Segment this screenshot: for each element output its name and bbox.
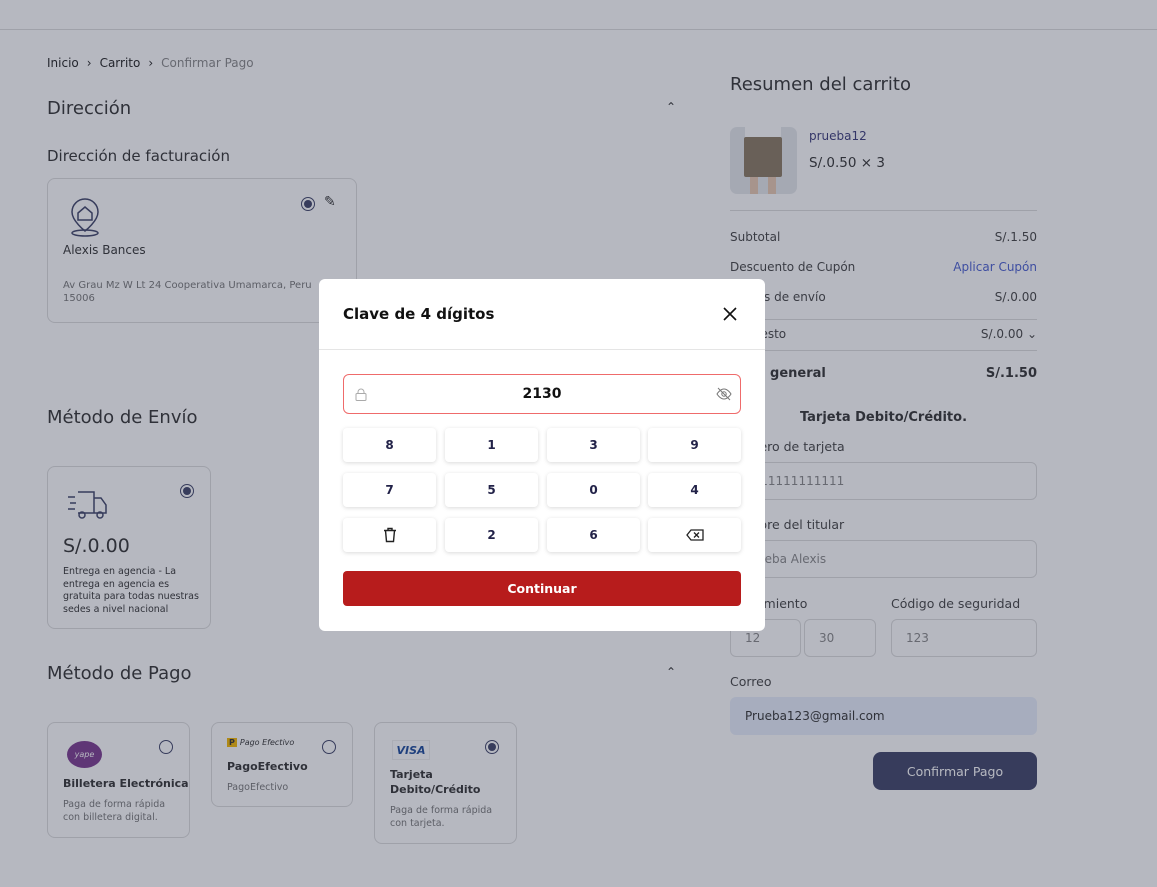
divider [319, 349, 765, 350]
continue-button[interactable]: Continuar [343, 571, 741, 606]
key-6[interactable]: 6 [547, 518, 640, 552]
address-card[interactable]: ✎ Alexis Bances Av Grau Mz W Lt 24 Coope… [47, 178, 357, 323]
address-radio[interactable] [301, 197, 315, 211]
divider [730, 319, 1037, 320]
payment-option-pagoefectivo[interactable]: P Pago Efectivo PagoEfectivo PagoEfectivo [211, 722, 353, 807]
pin-modal: Clave de 4 dígitos 2130 8 1 3 9 7 5 0 4 … [319, 279, 765, 631]
key-4[interactable]: 4 [648, 473, 741, 507]
card-radio[interactable] [485, 740, 499, 754]
edit-icon[interactable]: ✎ [324, 194, 336, 210]
coupon-row: Descuento de Cupón Aplicar Cupón [730, 260, 1037, 274]
pagoefectivo-logo: P Pago Efectivo [227, 738, 295, 747]
product-image [730, 127, 797, 194]
shipping-price: S/.0.00 [63, 535, 130, 557]
pin-input[interactable]: 2130 [343, 374, 741, 414]
shipping-card[interactable]: S/.0.00 Entrega en agencia - La entrega … [47, 466, 211, 629]
key-8[interactable]: 8 [343, 428, 436, 462]
breadcrumb-carrito[interactable]: Carrito [99, 56, 141, 70]
pagoefectivo-radio[interactable] [322, 740, 336, 754]
chevron-right-icon: › [86, 56, 92, 70]
shipping-section-title: Método de Envío [47, 407, 198, 428]
payment-section-title: Método de Pago [47, 663, 192, 684]
chevron-up-icon[interactable]: ⌃ [666, 100, 677, 114]
product-name[interactable]: prueba12 [809, 129, 867, 143]
divider [730, 210, 1037, 211]
key-7[interactable]: 7 [343, 473, 436, 507]
wallet-desc: Paga de forma rápida con billetera digit… [63, 799, 166, 823]
product-price: S/.0.50 × 3 [809, 155, 885, 171]
lock-icon [355, 388, 367, 401]
confirm-payment-button[interactable]: Confirmar Pago [873, 752, 1037, 790]
chevron-up-icon[interactable]: ⌃ [666, 665, 677, 679]
wallet-title: Billetera Electrónica [63, 777, 189, 790]
key-1[interactable]: 1 [445, 428, 538, 462]
key-0[interactable]: 0 [547, 473, 640, 507]
card-form-title: Tarjeta Debito/Crédito. [799, 410, 968, 425]
modal-title: Clave de 4 dígitos [343, 305, 495, 323]
divider [730, 350, 1037, 351]
backspace-button[interactable] [648, 518, 741, 552]
apply-coupon-link[interactable]: Aplicar Cupón [953, 260, 1037, 274]
shipping-description: Entrega en agencia - La entrega en agenc… [63, 566, 199, 615]
subtotal-row: Subtotal S/.1.50 [730, 230, 1037, 244]
payment-option-wallet[interactable]: yape Billetera Electrónica Paga de forma… [47, 722, 190, 838]
key-9[interactable]: 9 [648, 428, 741, 462]
pagoefectivo-desc: PagoEfectivo [227, 782, 289, 793]
summary-title: Resumen del carrito [730, 74, 912, 95]
email-input[interactable]: Prueba123@gmail.com [730, 697, 1037, 735]
key-5[interactable]: 5 [445, 473, 538, 507]
chevron-right-icon: › [148, 56, 154, 70]
key-2[interactable]: 2 [445, 518, 538, 552]
backspace-icon [685, 529, 704, 541]
key-3[interactable]: 3 [547, 428, 640, 462]
wallet-radio[interactable] [159, 740, 173, 754]
breadcrumb-inicio[interactable]: Inicio [47, 56, 79, 70]
card-option-desc: Paga de forma rápida con tarjeta. [390, 805, 493, 829]
eye-off-icon[interactable] [716, 387, 732, 401]
card-option-title: Tarjeta Debito/Crédito [390, 768, 481, 796]
trash-icon [383, 527, 396, 543]
shipping-radio[interactable] [180, 484, 194, 498]
expiry-month-input[interactable]: 12 [730, 619, 801, 657]
address-name: Alexis Bances [63, 243, 146, 257]
truck-icon [68, 491, 107, 519]
chevron-down-icon: ⌄ [1026, 327, 1037, 341]
breadcrumb-current: Confirmar Pago [161, 56, 254, 70]
pin-value: 2130 [522, 386, 562, 402]
cvv-input[interactable]: 123 [891, 619, 1037, 657]
address-line: Av Grau Mz W Lt 24 Cooperativa Umamarca,… [63, 280, 312, 304]
payment-option-card[interactable]: VISA Tarjeta Debito/Crédito Paga de form… [374, 722, 517, 844]
email-label: Correo [730, 674, 772, 689]
top-bar [0, 0, 1157, 30]
pagoefectivo-title: PagoEfectivo [227, 760, 308, 773]
billing-address-subtitle: Dirección de facturación [47, 147, 230, 165]
cvv-label: Código de seguridad [891, 596, 1021, 611]
visa-logo: VISA [392, 740, 430, 760]
breadcrumb: Inicio › Carrito › Confirmar Pago [47, 56, 254, 70]
close-icon[interactable] [723, 307, 737, 321]
address-section-title: Dirección [47, 98, 132, 119]
home-location-icon [71, 198, 99, 237]
expiry-year-input[interactable]: 30 [804, 619, 876, 657]
yape-logo: yape [67, 741, 102, 768]
clear-button[interactable] [343, 518, 436, 552]
